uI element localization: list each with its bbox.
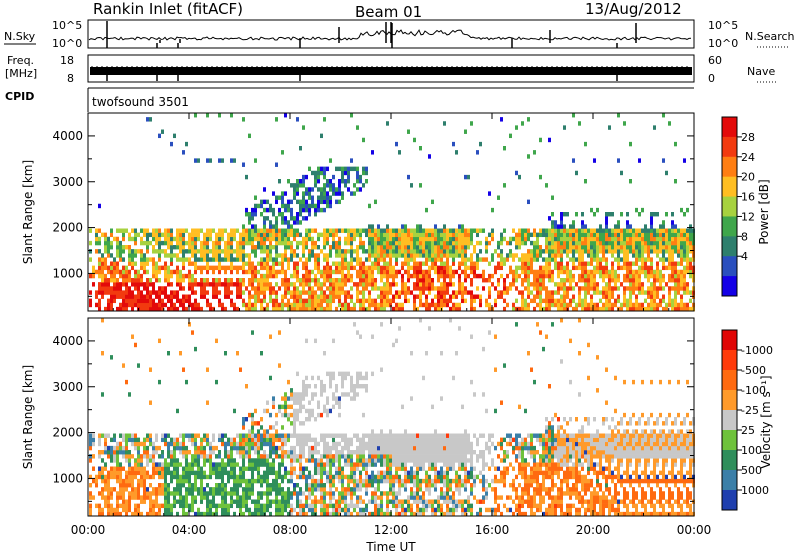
velocity-panel: 1000 2000 3000 4000 Slant Range [km] -1000 -… — [21, 318, 773, 516]
freq-tick-low: 8 — [67, 72, 74, 85]
colorbar-swatch — [722, 117, 737, 137]
colorbar-tick-label: 20 — [741, 171, 755, 184]
colorbar-swatch — [722, 450, 737, 471]
y-tick-label: 2000 — [52, 221, 83, 235]
nave-tick-high: 60 — [708, 54, 722, 67]
velocity-data — [89, 318, 695, 516]
x-tick-label: 00:00 — [677, 523, 712, 537]
nsky-label: N.Sky — [4, 30, 36, 43]
frequency-trace — [90, 66, 692, 81]
colorbar-swatch — [722, 276, 737, 296]
colorbar-tick-label: 4 — [741, 250, 748, 263]
colorbar-tick-label: 25 — [741, 424, 755, 437]
cpid-program: twofsound 3501 — [92, 95, 189, 109]
colorbar-tick-label: -25 — [741, 404, 759, 417]
colorbar-swatch — [722, 157, 737, 177]
x-tick-label: 16:00 — [475, 523, 510, 537]
x-tick-label: 08:00 — [273, 523, 308, 537]
cpid-panel: CPID twofsound 3501 — [5, 88, 694, 112]
nave-label: Nave — [747, 65, 775, 78]
colorbar-tick-label: -1000 — [741, 344, 773, 357]
x-tick-label: 00:00 — [71, 523, 106, 537]
colorbar-swatch — [722, 197, 737, 217]
nsky-tick-high: 10^5 — [52, 19, 82, 32]
colorbar-swatch — [722, 137, 737, 157]
freq-tick-high: 18 — [60, 54, 74, 67]
nsearch-tick-low: 10^0 — [708, 37, 738, 50]
x-tick-label: 20:00 — [576, 523, 611, 537]
noise-panel: N.Sky 10^5 10^0 10^5 10^0 N.Search — [4, 19, 795, 50]
nave-tick-low: 0 — [708, 72, 715, 85]
y-tick-label: 1000 — [52, 266, 83, 280]
station-title: Rankin Inlet (fitACF) — [93, 0, 243, 18]
y-tick-label: 3000 — [52, 380, 83, 394]
power-ylabel: Slant Range [km] — [21, 160, 35, 264]
noise-trace — [89, 21, 691, 48]
colorbar-tick-label: 24 — [741, 151, 755, 164]
velocity-colorbar-label: Velocity [m s⁻¹] — [759, 375, 773, 468]
freq-label-top: Freq. — [7, 54, 34, 67]
x-tick-label: 04:00 — [172, 523, 207, 537]
colorbar-swatch — [722, 410, 737, 431]
colorbar-swatch — [722, 330, 737, 351]
colorbar-swatch — [722, 256, 737, 276]
cpid-label: CPID — [5, 90, 34, 103]
velocity-ylabel: Slant Range [km] — [21, 365, 35, 469]
colorbar-swatch — [722, 430, 737, 451]
y-tick-label: 4000 — [52, 334, 83, 348]
frequency-panel: Freq. [MHz] 18 8 60 0 Nave — [5, 54, 778, 85]
colorbar-tick-label: 28 — [741, 131, 755, 144]
colorbar-swatch — [722, 390, 737, 411]
nsky-tick-low: 10^0 — [52, 37, 82, 50]
power-data — [89, 113, 695, 311]
nsearch-tick-high: 10^5 — [708, 19, 738, 32]
y-tick-label: 2000 — [52, 426, 83, 440]
colorbar-tick-label: 16 — [741, 191, 755, 204]
colorbar-tick-label: -500 — [741, 364, 766, 377]
colorbar-swatch — [722, 490, 737, 511]
power-colorbar: 28 24 20 16 12 8 4 — [722, 117, 755, 297]
beam-title: Beam 01 — [355, 3, 422, 21]
colorbar-swatch — [722, 470, 737, 491]
colorbar-tick-label: 1000 — [741, 484, 769, 497]
x-axis-title: Time UT — [365, 540, 416, 554]
x-tick-label: 12:00 — [374, 523, 409, 537]
date-title: 13/Aug/2012 — [585, 0, 682, 18]
colorbar-swatch — [722, 350, 737, 371]
power-panel: 1000 2000 3000 4000 Slant Range [km] 28 24 20… — [21, 113, 771, 311]
y-tick-label: 4000 — [52, 129, 83, 143]
colorbar-swatch — [722, 216, 737, 236]
nsearch-label: N.Search — [745, 30, 795, 43]
colorbar-tick-label: 12 — [741, 210, 755, 223]
colorbar-swatch — [722, 370, 737, 391]
power-colorbar-label: Power [dB] — [757, 179, 771, 244]
y-tick-label: 3000 — [52, 175, 83, 189]
y-tick-label: 1000 — [52, 471, 83, 485]
colorbar-tick-label: 8 — [741, 230, 748, 243]
colorbar-swatch — [722, 236, 737, 256]
freq-label-unit: [MHz] — [5, 67, 37, 80]
colorbar-swatch — [722, 177, 737, 197]
